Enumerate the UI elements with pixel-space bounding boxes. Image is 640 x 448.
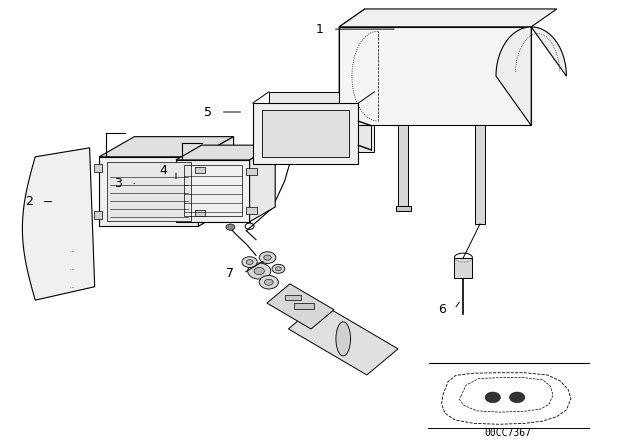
Circle shape — [254, 267, 264, 275]
Circle shape — [264, 255, 271, 260]
Polygon shape — [99, 137, 234, 157]
Polygon shape — [198, 137, 234, 226]
Polygon shape — [99, 157, 198, 226]
Text: 00CC7367: 00CC7367 — [484, 428, 531, 438]
Circle shape — [264, 279, 273, 285]
Polygon shape — [396, 206, 411, 211]
Circle shape — [485, 392, 500, 403]
Polygon shape — [442, 373, 571, 424]
Polygon shape — [94, 211, 102, 219]
Polygon shape — [22, 148, 95, 300]
Text: 4: 4 — [159, 164, 167, 177]
Text: 2: 2 — [25, 195, 33, 208]
Polygon shape — [176, 160, 250, 222]
Text: 1: 1 — [316, 22, 324, 36]
Polygon shape — [496, 27, 566, 125]
Polygon shape — [267, 284, 334, 329]
Circle shape — [242, 257, 257, 267]
Polygon shape — [107, 162, 191, 221]
Circle shape — [259, 252, 276, 263]
Polygon shape — [289, 303, 398, 375]
Polygon shape — [454, 258, 472, 278]
Polygon shape — [339, 9, 365, 125]
Polygon shape — [94, 164, 102, 172]
Polygon shape — [475, 125, 485, 224]
Polygon shape — [339, 9, 557, 27]
Polygon shape — [176, 145, 275, 160]
Polygon shape — [460, 378, 553, 412]
Circle shape — [246, 260, 253, 264]
Circle shape — [275, 267, 282, 271]
Text: 7: 7 — [227, 267, 234, 280]
Polygon shape — [195, 210, 205, 216]
Text: 5: 5 — [204, 105, 212, 119]
Polygon shape — [246, 207, 257, 214]
Circle shape — [226, 224, 235, 230]
Polygon shape — [195, 167, 205, 173]
Polygon shape — [294, 303, 314, 309]
Polygon shape — [398, 125, 408, 206]
Polygon shape — [269, 92, 374, 152]
Polygon shape — [262, 110, 349, 157]
Polygon shape — [339, 27, 531, 125]
Circle shape — [272, 264, 285, 273]
Polygon shape — [253, 103, 358, 164]
Polygon shape — [250, 145, 275, 222]
Circle shape — [259, 276, 278, 289]
Polygon shape — [285, 295, 301, 300]
Polygon shape — [246, 168, 257, 175]
Circle shape — [509, 392, 525, 403]
Text: 6: 6 — [438, 302, 445, 316]
Circle shape — [248, 263, 271, 279]
Text: 3: 3 — [115, 177, 122, 190]
Polygon shape — [336, 322, 351, 356]
